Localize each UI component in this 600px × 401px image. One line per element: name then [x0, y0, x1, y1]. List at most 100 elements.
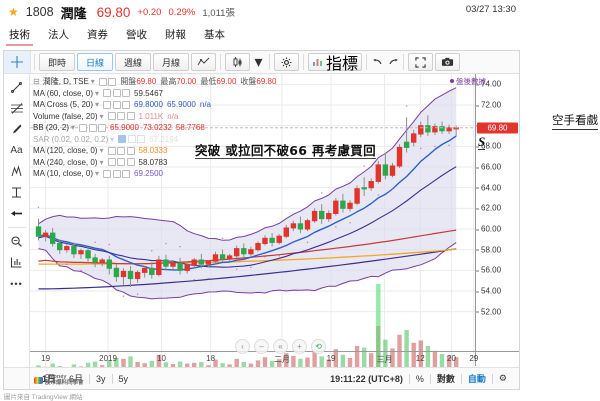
status-divider-5	[429, 373, 431, 384]
redo-icon[interactable]	[386, 54, 399, 70]
fullscreen-icon[interactable]	[408, 53, 434, 71]
chevron-down-icon[interactable]: ▾	[95, 88, 100, 98]
legend-row-ma120[interactable]: MA (120, close, 0) ▾ 58.0333	[33, 145, 280, 157]
legend-controls-sar[interactable]	[118, 135, 146, 144]
zoom-icon[interactable]	[6, 231, 28, 252]
chevron-down-icon[interactable]: ▾	[110, 134, 115, 144]
gear-icon[interactable]	[274, 53, 299, 71]
chart-annotation-note[interactable]: 突破 或拉回不破66 再考慮買回	[195, 140, 376, 159]
chart-type-caret-icon[interactable]: ▾	[254, 54, 263, 71]
legend-row-main[interactable]: ⊟ 潤隆, D, TSE ▾ 開盤 69.80 最高 70.00 最低 69.0…	[33, 76, 280, 88]
fib-retracement-icon[interactable]	[6, 98, 28, 119]
indicators-label: 指標	[326, 56, 359, 73]
auto-scale-toggle[interactable]: 自動	[467, 374, 486, 384]
trendline-icon[interactable]	[6, 77, 28, 98]
legend-value-ma120: 58.0333	[138, 146, 168, 156]
interval-monthly[interactable]: 月線	[153, 53, 189, 71]
legend-row-ma60[interactable]: MA (60, close, 0) ▾ 59.5467	[33, 88, 280, 100]
nav-scroll-start-button[interactable]: «	[273, 339, 288, 354]
range-6m[interactable]: 6月	[69, 374, 84, 384]
watermark-logo-icon	[34, 377, 43, 384]
sell-marker[interactable]: S	[478, 134, 486, 149]
ohlc-high-value: 70.00	[176, 77, 197, 87]
legend-controls-main[interactable]	[98, 77, 117, 86]
legend-value-ma10: 69.2500	[134, 169, 163, 179]
candlestick-icon[interactable]	[225, 53, 250, 71]
interval-weekly[interactable]: 週線	[115, 53, 151, 71]
chevron-down-icon[interactable]: ▾	[71, 123, 76, 133]
nav-zoom-in-button[interactable]: +	[292, 339, 307, 354]
nav-scroll-left-button[interactable]: ‹	[235, 339, 250, 354]
ohlc-low-label: 最低	[200, 77, 217, 87]
price-tick: 66.00	[475, 162, 502, 172]
star-icon[interactable]: ★	[8, 5, 19, 19]
percent-scale-toggle[interactable]: %	[415, 373, 424, 384]
legend-row-sar[interactable]: SAR (0.02, 0.02, 0.2) ▾ 67.2194	[33, 134, 280, 146]
price-axis[interactable]: 74.0072.0070.0068.0066.0064.0062.0060.00…	[475, 74, 519, 366]
text-icon[interactable]: Aa	[10, 145, 23, 156]
measure-icon[interactable]	[6, 252, 28, 273]
legend-title-ma10: MA (10, close, 0)	[33, 169, 94, 179]
status-divider-4	[408, 373, 410, 384]
time-tick: 18	[206, 354, 216, 363]
tab-technical[interactable]: 技術	[6, 25, 33, 46]
interval-daily[interactable]: 日線	[77, 53, 113, 71]
tab-margin[interactable]: 資券	[87, 29, 108, 41]
chevron-down-icon[interactable]: ▾	[99, 111, 104, 121]
tab-basic[interactable]: 基本	[204, 29, 225, 41]
side-note: 空手看戲	[552, 112, 598, 130]
range-5y[interactable]: 5y	[118, 373, 129, 384]
legend-row-ma240[interactable]: MA (240, close, 0) ▾ 58.0783	[33, 157, 280, 169]
arrow-icon[interactable]	[6, 203, 28, 224]
legend-value-ma60: 59.5467	[134, 88, 163, 98]
legend-row-ma10[interactable]: MA (10, close, 0) ▾ 69.2500	[33, 168, 280, 180]
chevron-down-icon[interactable]: ▾	[95, 100, 100, 110]
chart-plot-area[interactable]: ⊟ 潤隆, D, TSE ▾ 開盤 69.80 最高 70.00 最低 69.0…	[30, 74, 519, 389]
gear-icon[interactable]: ⚙	[498, 373, 507, 383]
legend-title-main: 潤隆, D, TSE	[42, 77, 89, 87]
chevron-down-icon[interactable]: ▾	[95, 169, 100, 179]
legend-controls-ma60[interactable]	[103, 89, 131, 98]
undo-icon[interactable]	[371, 54, 384, 70]
legend-title-ma60: MA (60, close, 0)	[33, 88, 94, 98]
pattern-icon[interactable]	[6, 161, 28, 182]
price-tick: 74.00	[475, 79, 502, 89]
legend-row-ma-cross[interactable]: MA Cross (5, 20) ▾ 69.8000 65.9000 n/a	[33, 99, 280, 111]
current-price-badge[interactable]: 69.80	[477, 122, 518, 134]
interval-realtime[interactable]: 即時	[39, 53, 75, 71]
nav-zoom-out-button[interactable]: –	[254, 339, 269, 354]
more-icon[interactable]: •••	[10, 278, 23, 289]
legend-row-volume[interactable]: Volume (false, 20) ▾ 1.011K n/a	[33, 111, 280, 123]
legend-controls-ma10[interactable]	[103, 169, 131, 178]
range-1d[interactable]: 1日	[42, 374, 57, 384]
collapse-icon[interactable]: ⊟	[33, 77, 40, 87]
trade-volume: 1,011張	[202, 8, 235, 19]
camera-icon[interactable]	[435, 53, 461, 71]
compare-icon[interactable]	[191, 53, 216, 71]
tab-revenue[interactable]: 營收	[126, 29, 147, 41]
range-3y[interactable]: 3y	[96, 373, 106, 384]
last-price: 69.80	[96, 4, 131, 20]
chevron-down-icon[interactable]: ▾	[99, 157, 104, 167]
tab-institutional[interactable]: 法人	[48, 29, 69, 41]
chevron-down-icon[interactable]: ▾	[90, 77, 95, 87]
legend-title-ma-cross: MA Cross (5, 20)	[33, 100, 94, 110]
legend-controls-ma240[interactable]	[107, 158, 135, 167]
legend-controls-bb[interactable]	[79, 123, 107, 132]
status-bar-corner	[4, 367, 30, 389]
indicators-button[interactable]: 指標	[308, 53, 363, 73]
fork-icon[interactable]	[6, 182, 28, 203]
tab-financials[interactable]: 財報	[165, 29, 186, 41]
nav-reset-button[interactable]: ⟲	[311, 339, 326, 354]
legend-controls-ma120[interactable]	[107, 146, 135, 155]
legend-value-bb-lower: 58.7768	[175, 123, 205, 133]
brush-icon[interactable]	[6, 119, 28, 140]
crosshair-icon[interactable]	[4, 51, 31, 73]
legend-controls-volume[interactable]	[107, 112, 135, 121]
ohlc-open-value: 69.80	[136, 77, 157, 87]
chevron-down-icon[interactable]: ▾	[99, 146, 104, 156]
legend-row-bb[interactable]: BB (20, 2) ▾ 65.9000 73.0232 58.7768	[33, 122, 280, 134]
legend-controls-ma-cross[interactable]	[103, 100, 131, 109]
log-scale-toggle[interactable]: 對數	[436, 374, 455, 384]
image-credit: 圖片來自 TradingView 網站	[4, 394, 83, 401]
